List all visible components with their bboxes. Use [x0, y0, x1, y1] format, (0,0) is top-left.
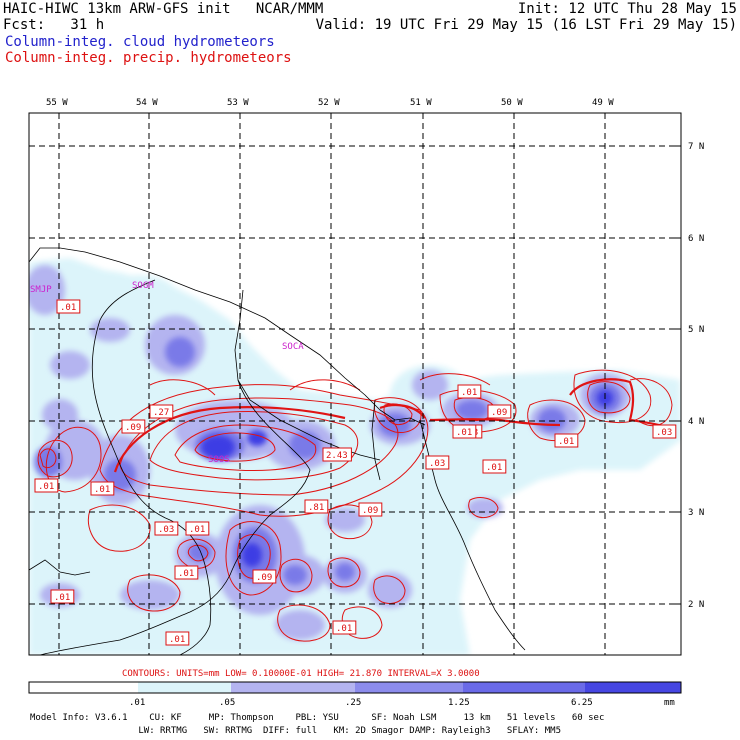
contour-label-box — [554, 433, 579, 448]
cloud-deep-shading — [201, 390, 613, 567]
scale-unit: mm — [664, 698, 675, 708]
scale-outline — [28, 681, 682, 694]
scale-swatch — [231, 682, 355, 693]
contour-label-box — [50, 589, 75, 604]
model-title: HAIC-HIWC 13km ARW-GFS init NCAR/MMM — [3, 1, 324, 17]
scale-swatch — [585, 682, 681, 693]
lon-label: 54 W — [136, 98, 158, 108]
contour-label-box — [452, 424, 477, 439]
contour-label: .09 — [491, 408, 507, 418]
contour-label: .81 — [308, 503, 324, 513]
contour-label-box — [358, 502, 383, 517]
station-label-smjp: SMJP — [30, 285, 52, 295]
contour-label: .01 — [60, 303, 76, 313]
scale-swatch — [138, 682, 231, 693]
lon-label: 50 W — [501, 98, 523, 108]
cloud-mid-shading — [29, 265, 630, 640]
color-scale — [28, 681, 682, 694]
contour-label-box — [332, 620, 357, 635]
contour-label-box — [652, 424, 677, 439]
station-labels: SMJP SOGM SOCA SOOS — [30, 281, 304, 465]
contour-label: .03 — [158, 525, 174, 535]
scale-swatch — [355, 682, 463, 693]
map-frame — [28, 112, 682, 656]
contour-label: .01 — [38, 482, 54, 492]
contour-label: .01 — [169, 635, 185, 645]
lat-label: 7 N — [688, 142, 704, 152]
valid-time: Valid: 19 UTC Fri 29 May 15 (16 LST Fri … — [315, 17, 737, 33]
lat-label: 6 N — [688, 234, 704, 244]
contour-label: .01 — [178, 569, 194, 579]
lat-label: 3 N — [688, 508, 704, 518]
contour-label-box — [425, 455, 450, 470]
contour-label-box — [121, 419, 146, 434]
contour-label-box — [154, 521, 179, 536]
contour-label: .01 — [189, 525, 205, 535]
contour-label-box — [149, 404, 174, 419]
contour-label-box — [56, 299, 81, 314]
contour-label: .09 — [362, 506, 378, 516]
contour-label-box — [487, 404, 512, 419]
scale-tick: 6.25 — [571, 698, 593, 708]
contour-label: .03 — [429, 459, 445, 469]
field-cloud-label: Column-integ. cloud hydrometeors — [5, 34, 275, 50]
contour-label: .09 — [256, 573, 272, 583]
contour-label: .01 — [461, 388, 477, 398]
scale-tick: .25 — [345, 698, 361, 708]
station-label-soca: SOCA — [282, 342, 304, 352]
contour-label: .01 — [94, 485, 110, 495]
contour-label-box — [322, 447, 352, 462]
model-info-line-1: Model Info: V3.6.1 CU: KF MP: Thompson P… — [30, 713, 604, 723]
precip-thick-contour — [113, 378, 673, 473]
lon-label: 55 W — [46, 98, 68, 108]
contour-label-box — [34, 478, 59, 493]
contour-labels: .01 .27 .09 .01 .01 .03 .01 .01 .09 .81 .09 2.43 .03… — [34, 299, 677, 646]
lat-label: 4 N — [688, 417, 704, 427]
lat-labels: 7 N 6 N 5 N 4 N 3 N 2 N — [688, 142, 704, 610]
contour-label-box — [185, 521, 210, 536]
contour-label-box — [482, 459, 507, 474]
graticule — [29, 113, 681, 655]
contour-label: .27 — [153, 408, 169, 418]
scale-tick-labels: .01 .05 .25 1.25 6.25 mm — [129, 698, 675, 708]
station-label-soos: SOOS — [208, 455, 230, 465]
contour-label-box — [174, 565, 199, 580]
contour-label: .01 — [336, 624, 352, 634]
shading-layer — [29, 113, 681, 655]
contour-label: .03 — [656, 428, 672, 438]
lon-label: 51 W — [410, 98, 432, 108]
scale-tick: 1.25 — [448, 698, 470, 708]
contour-label-box — [252, 569, 277, 584]
scale-tick: .01 — [129, 698, 145, 708]
scale-swatch — [29, 682, 138, 693]
lat-label: 5 N — [688, 325, 704, 335]
contour-label-box — [90, 481, 115, 496]
scale-tick: .05 — [219, 698, 235, 708]
contour-label: .01 — [54, 593, 70, 603]
scale-swatch — [463, 682, 585, 693]
lon-label: 53 W — [227, 98, 249, 108]
contour-label: .01 — [486, 463, 502, 473]
lon-label: 49 W — [592, 98, 614, 108]
lon-labels: 55 W 54 W 53 W 52 W 51 W 50 W 49 W — [46, 98, 614, 108]
contour-label: 2.43 — [326, 451, 348, 461]
contour-label: .01 — [456, 428, 472, 438]
lon-label: 52 W — [318, 98, 340, 108]
contour-label: .09 — [125, 423, 141, 433]
station-label-sogm: SOGM — [132, 281, 154, 291]
forecast-hour: Fcst: 31 h — [3, 17, 105, 33]
contour-label-box — [304, 499, 329, 514]
contours-info: CONTOURS: UNITS=mm LOW= 0.10000E-01 HIGH… — [122, 669, 480, 679]
frame-ticks — [58, 113, 681, 605]
lat-label: 2 N — [688, 600, 704, 610]
contour-label-box — [165, 631, 190, 646]
init-time: Init: 12 UTC Thu 28 May 15 — [517, 1, 737, 17]
contour-label-box — [457, 384, 482, 399]
field-precip-label: Column-integ. precip. hydrometeors — [5, 50, 292, 66]
model-info-line-2: LW: RRTMG SW: RRTMG DIFF: full KM: 2D Sm… — [30, 726, 561, 736]
contour-label: .01 — [558, 437, 574, 447]
